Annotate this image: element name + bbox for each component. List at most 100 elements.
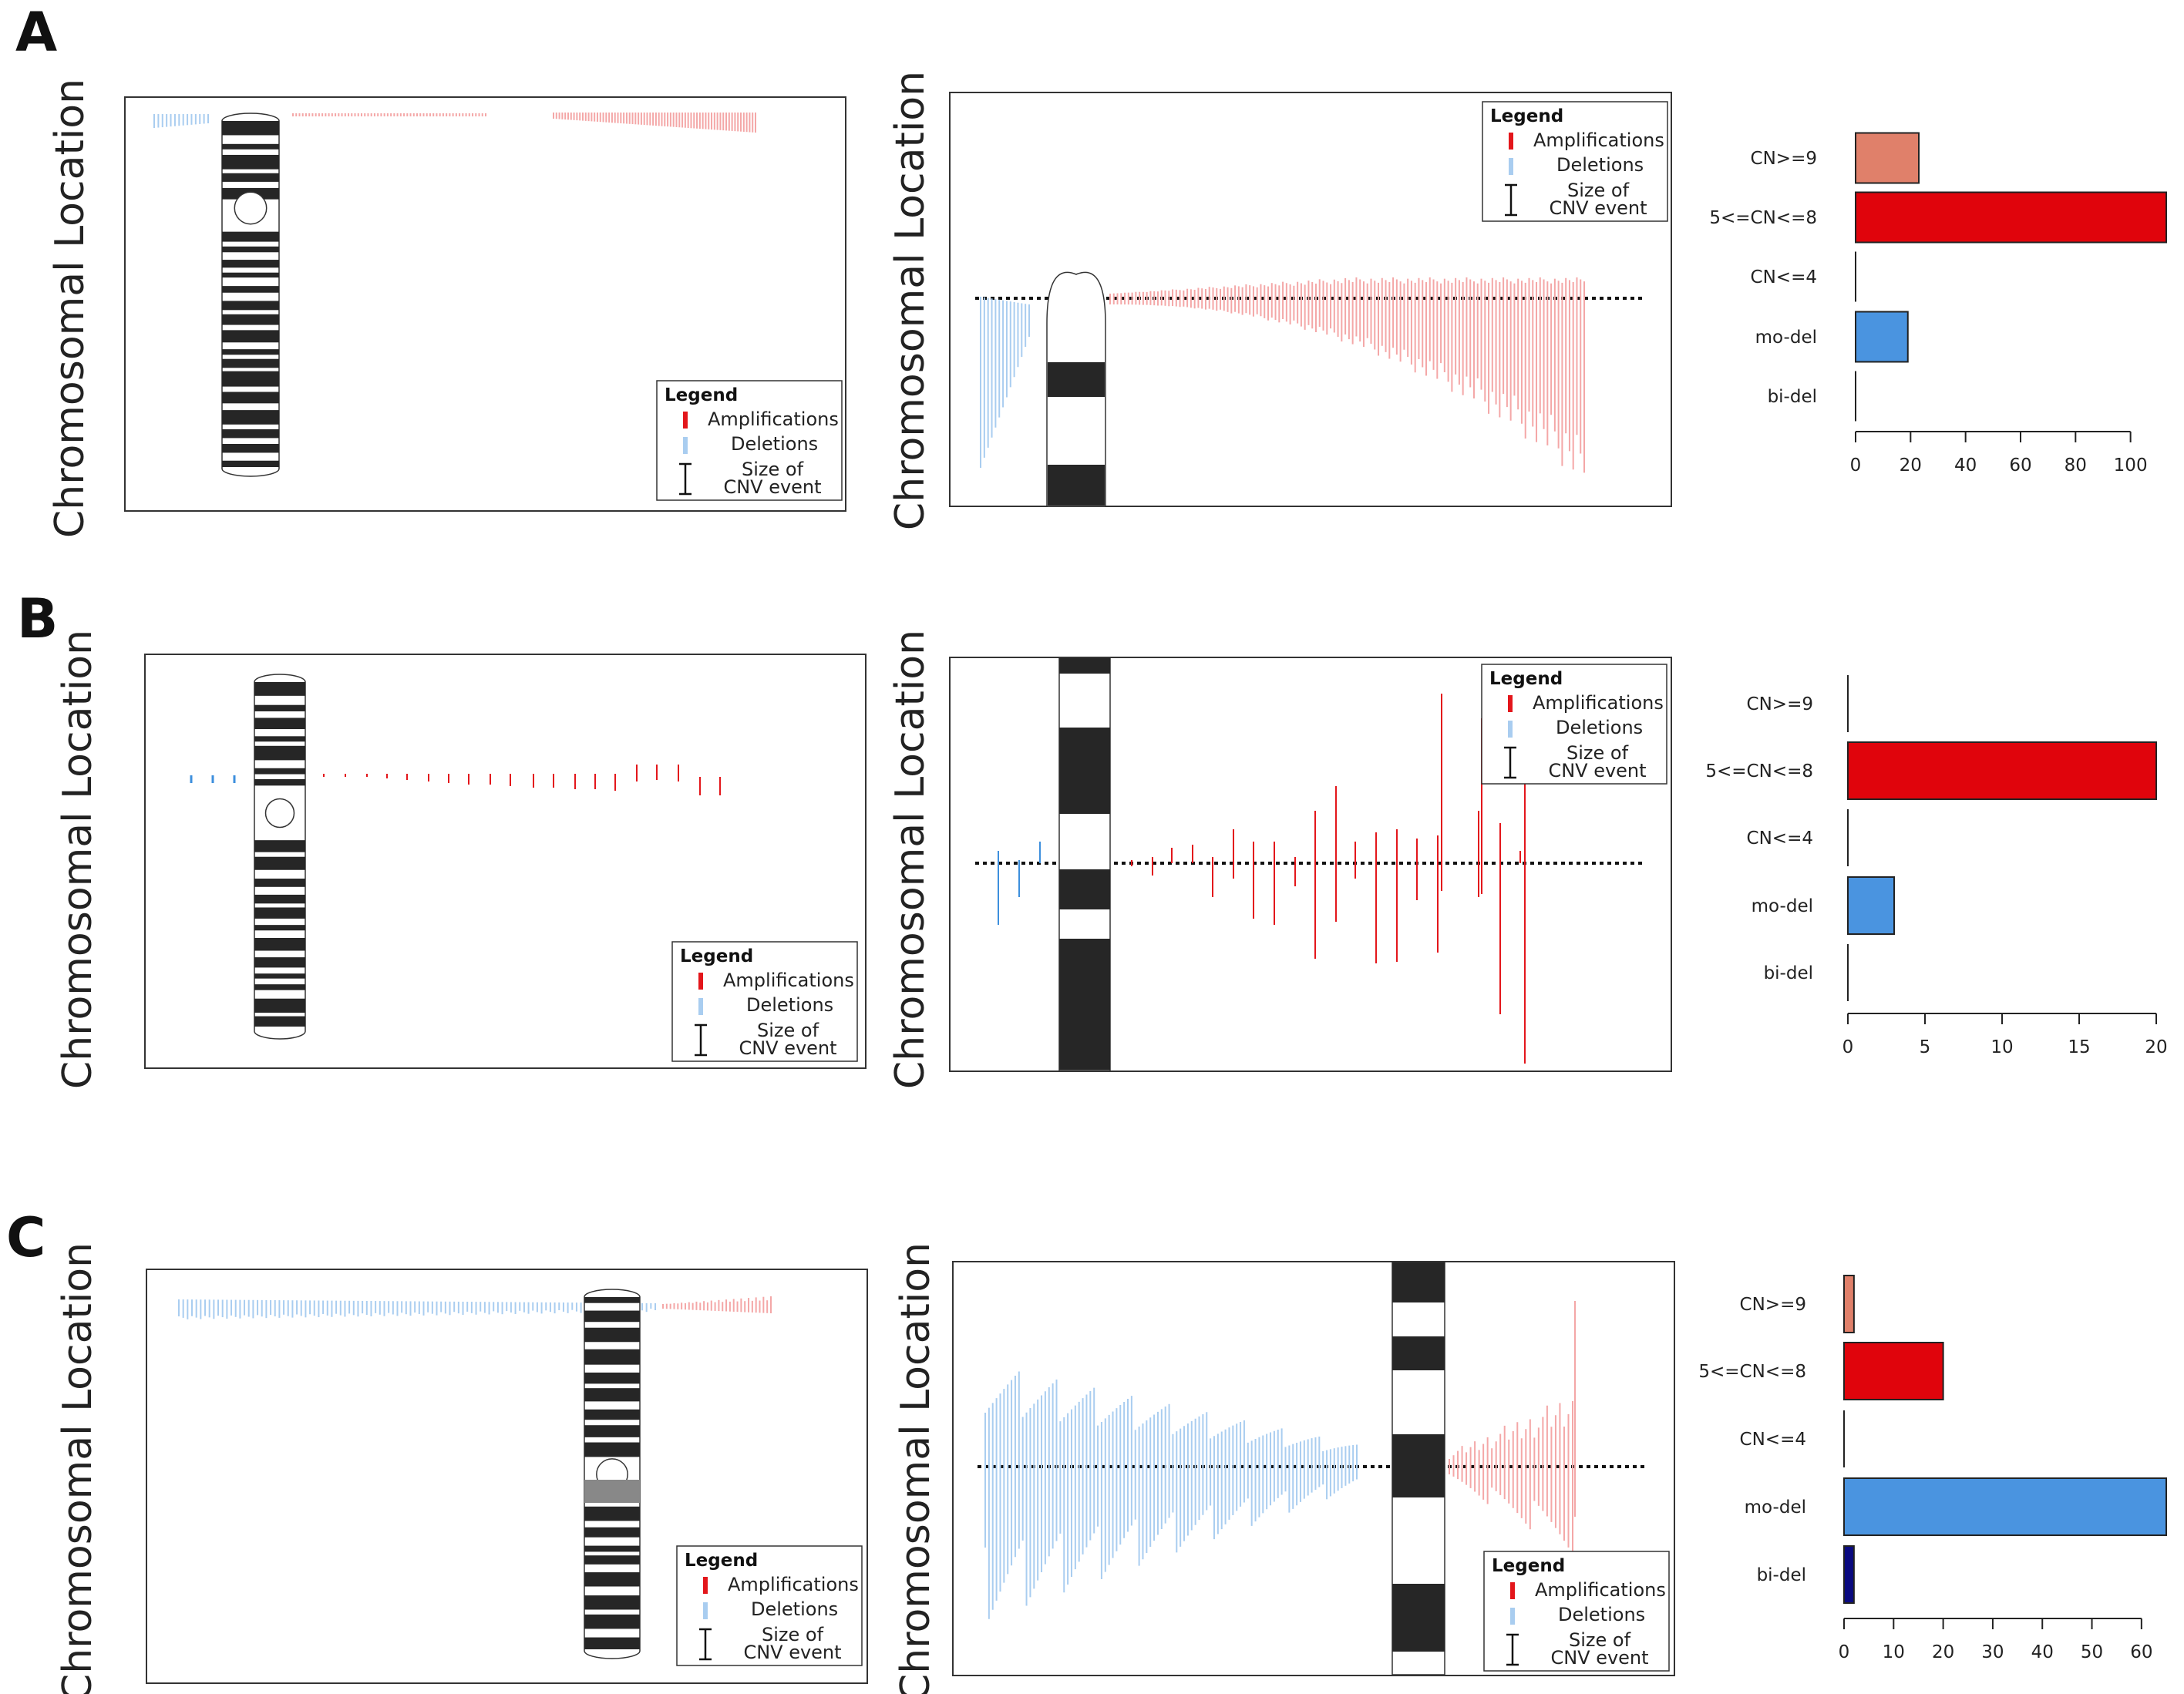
chromosome-band [1059,939,1110,1070]
legend-size-label: CNV event [1549,197,1647,219]
deletion-swatch [698,998,703,1015]
bar [1855,191,2167,244]
legend-amplifications: Amplifications [728,1574,859,1595]
chromosome-band [254,840,305,852]
chromosome-band [222,410,279,425]
bar [1843,1545,1855,1604]
chromosome-band [222,231,279,242]
x-tick-label: 0 [1842,1037,1854,1057]
chromosome-band [222,272,279,278]
legend-b-right: Legend Amplifications Deletions Size ofCNV … [1481,664,1667,785]
legend-size-label: Size of [742,459,804,480]
legend-amplifications: Amplifications [723,970,854,991]
chromosome-band [584,1425,640,1437]
chromosome-band [1392,1434,1445,1497]
chromosome-band [254,736,305,742]
legend-title: Legend [685,1551,758,1571]
chromosome-band [1059,728,1110,814]
chromosome-band [222,460,279,467]
legend-deletions: Deletions [731,433,818,455]
legend-title: Legend [1490,106,1563,126]
chromosome-band [1392,1262,1445,1302]
chromosome-band [254,768,305,775]
legend-deletions: Deletions [1556,717,1643,738]
x-tick-label: 10 [1991,1037,2013,1057]
legend-size-label: CNV event [743,1642,841,1663]
chromosome-band [222,330,279,343]
chromosome-band [1048,362,1105,397]
centromere [264,798,295,829]
deletion-swatch [1510,1608,1515,1625]
category-label: CN<=4 [1747,829,1813,849]
x-tick-label: 40 [2031,1642,2054,1662]
legend-size-label: CNV event [739,1037,836,1059]
category-label: 5<=CN<=8 [1698,1362,1806,1382]
chromosome-band [584,1506,640,1521]
category-label: mo-del [1755,328,1817,348]
bar-charts: CN>=9 5<=CN<=8 CN<=4 mo-del bi-del 0 20 40 60 80 1… [1698,132,2168,1662]
y-axis-label-a-left: Chromosomal Location [47,79,93,538]
legend-size-label: CNV event [1550,1647,1648,1669]
chromosome-band [222,173,279,182]
category-label: mo-del [1745,1497,1806,1518]
legend-a-right: Legend Amplifications Deletions Size ofCNV … [1482,101,1668,222]
legend-title: Legend [680,946,753,966]
x-tick-label: 5 [1920,1037,1931,1057]
chromosome-band [1059,658,1110,674]
amplification-swatch [1508,695,1513,712]
x-tick-label: 30 [1981,1642,2004,1662]
category-label: CN<=4 [1740,1430,1806,1450]
legend-amplifications: Amplifications [1535,1579,1666,1601]
chromosome-band [254,745,305,761]
category-label: bi-del [1768,387,1817,407]
legend-size-label: CNV event [723,476,821,498]
x-tick-label: 0 [1839,1642,1850,1662]
panel-label-b: B [17,587,58,650]
legend-a-left: Legend Amplifications Deletions Size ofCNV … [656,380,843,501]
legend-title: Legend [1492,1556,1565,1576]
chromosome-band [254,879,305,887]
legend-size-label: Size of [1569,1629,1631,1651]
chromosome-band [254,1016,305,1027]
chromosome-band [1392,1584,1445,1652]
x-tick-label: 20 [2145,1037,2167,1057]
y-axis-label-c-left: Chromosomal Location [55,1242,101,1694]
legend-title: Legend [1489,669,1563,689]
legend-b-left: Legend Amplifications Deletions Size ofCNV … [671,941,858,1062]
category-label: mo-del [1752,896,1813,916]
legend-deletions: Deletions [1556,154,1644,176]
plot-frame-c-left [146,1269,868,1684]
chromosome-band [222,301,279,311]
legend-deletions: Deletions [1558,1604,1645,1625]
category-label: 5<=CN<=8 [1705,761,1813,781]
chromosome-band [222,371,279,387]
legend-amplifications: Amplifications [1533,129,1664,151]
chromosome-band [1048,465,1105,506]
deletion-swatch [703,1602,708,1619]
bar [1843,1275,1855,1333]
chromosome-band [222,443,279,453]
amplification-swatch [698,973,703,990]
amplification-swatch [703,1577,708,1594]
chromosome-band [584,1372,640,1384]
bar [1847,876,1895,935]
chromosome-band [254,856,305,870]
x-tick-label: 100 [2114,455,2148,476]
chromosome-band [584,1527,640,1538]
amplification-swatch [1510,1582,1515,1599]
legend-amplifications: Amplifications [1533,692,1664,714]
chromosome-band [254,718,305,730]
legend-size-label: CNV event [1548,760,1646,781]
chromosome-band [584,1480,640,1503]
panel-label-c: C [6,1206,45,1269]
legend-size-label: Size of [1566,742,1629,764]
category-label: bi-del [1757,1565,1806,1585]
deletion-swatch [1508,721,1513,738]
chromosome-band [584,1297,640,1303]
category-label: CN>=9 [1747,694,1813,714]
legend-c-left: Legend Amplifications Deletions Size ofCNV … [676,1545,863,1666]
chromosome-band [254,998,305,1013]
chromosome-band [584,1349,640,1365]
chromosome-ideograms [221,113,1445,1676]
